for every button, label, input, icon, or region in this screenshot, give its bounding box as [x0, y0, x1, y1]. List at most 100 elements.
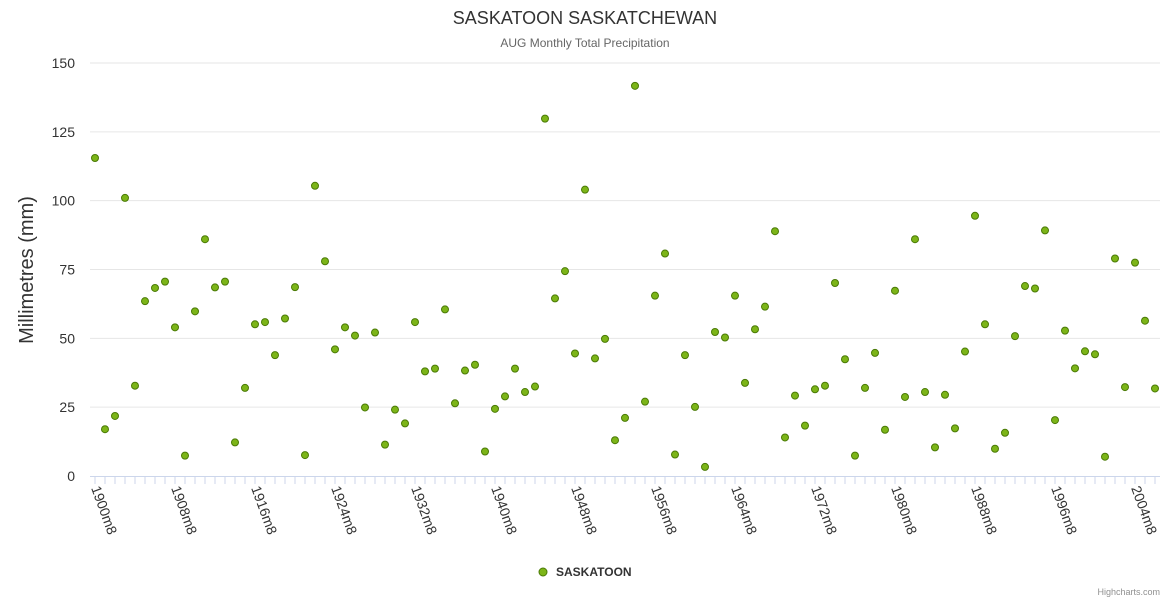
data-point[interactable]	[271, 351, 279, 360]
data-point[interactable]	[331, 345, 339, 354]
data-point[interactable]	[1131, 258, 1139, 267]
data-point[interactable]	[221, 277, 229, 286]
data-point[interactable]	[141, 297, 149, 306]
data-point[interactable]	[1041, 226, 1049, 235]
data-point[interactable]	[191, 307, 199, 316]
data-point[interactable]	[231, 438, 239, 447]
data-point[interactable]	[931, 443, 939, 452]
data-point[interactable]	[261, 318, 269, 327]
data-point[interactable]	[961, 347, 969, 356]
data-point[interactable]	[1071, 364, 1079, 373]
data-point[interactable]	[651, 291, 659, 300]
data-point[interactable]	[581, 185, 589, 194]
data-point[interactable]	[701, 462, 709, 471]
data-point[interactable]	[821, 381, 829, 390]
data-point[interactable]	[511, 364, 519, 373]
data-point[interactable]	[111, 411, 119, 420]
data-point[interactable]	[1111, 254, 1119, 263]
data-point[interactable]	[451, 399, 459, 408]
data-point[interactable]	[181, 451, 189, 460]
data-point[interactable]	[251, 320, 259, 329]
data-point[interactable]	[301, 451, 309, 460]
data-point[interactable]	[291, 283, 299, 292]
data-point[interactable]	[791, 391, 799, 400]
data-point[interactable]	[1061, 326, 1069, 335]
data-point[interactable]	[161, 277, 169, 286]
data-point[interactable]	[171, 323, 179, 332]
data-point[interactable]	[461, 366, 469, 375]
credits-link[interactable]: Highcharts.com	[1097, 587, 1160, 597]
data-point[interactable]	[211, 283, 219, 292]
legend-item-saskatoon[interactable]: SASKATOON	[538, 565, 632, 579]
data-point[interactable]	[551, 294, 559, 303]
data-point[interactable]	[981, 320, 989, 329]
data-point[interactable]	[241, 383, 249, 392]
data-point[interactable]	[901, 392, 909, 401]
data-point[interactable]	[771, 227, 779, 236]
data-point[interactable]	[921, 388, 929, 397]
data-point[interactable]	[91, 153, 99, 162]
data-point[interactable]	[361, 403, 369, 412]
data-point[interactable]	[691, 402, 699, 411]
data-point[interactable]	[1021, 282, 1029, 291]
data-point[interactable]	[1051, 416, 1059, 425]
data-point[interactable]	[1011, 332, 1019, 341]
data-point[interactable]	[101, 425, 109, 434]
data-point[interactable]	[1121, 383, 1129, 392]
data-point[interactable]	[621, 413, 629, 422]
data-point[interactable]	[341, 323, 349, 332]
data-point[interactable]	[501, 392, 509, 401]
data-point[interactable]	[681, 351, 689, 360]
data-point[interactable]	[751, 325, 759, 334]
data-point[interactable]	[491, 404, 499, 413]
data-point[interactable]	[1091, 350, 1099, 359]
data-point[interactable]	[641, 397, 649, 406]
data-point[interactable]	[1001, 428, 1009, 437]
data-point[interactable]	[391, 405, 399, 414]
data-point[interactable]	[151, 283, 159, 292]
data-point[interactable]	[201, 235, 209, 244]
data-point[interactable]	[1081, 347, 1089, 356]
data-point[interactable]	[711, 328, 719, 337]
data-point[interactable]	[131, 381, 139, 390]
data-point[interactable]	[841, 355, 849, 364]
data-point[interactable]	[911, 235, 919, 244]
data-point[interactable]	[401, 419, 409, 428]
data-point[interactable]	[571, 349, 579, 358]
data-point[interactable]	[761, 302, 769, 311]
data-point[interactable]	[831, 278, 839, 287]
data-point[interactable]	[851, 451, 859, 460]
data-point[interactable]	[121, 193, 129, 202]
data-point[interactable]	[811, 385, 819, 394]
data-point[interactable]	[741, 378, 749, 387]
data-point[interactable]	[431, 364, 439, 373]
data-point[interactable]	[531, 382, 539, 391]
data-point[interactable]	[561, 267, 569, 276]
data-point[interactable]	[611, 436, 619, 445]
data-point[interactable]	[951, 424, 959, 433]
data-point[interactable]	[1141, 316, 1149, 325]
data-point[interactable]	[991, 444, 999, 453]
data-point[interactable]	[601, 334, 609, 343]
data-point[interactable]	[941, 390, 949, 399]
data-point[interactable]	[871, 348, 879, 357]
data-point[interactable]	[471, 360, 479, 369]
data-point[interactable]	[1151, 384, 1159, 393]
data-point[interactable]	[521, 388, 529, 397]
data-point[interactable]	[371, 328, 379, 337]
data-point[interactable]	[1101, 452, 1109, 461]
data-point[interactable]	[731, 291, 739, 300]
data-point[interactable]	[781, 433, 789, 442]
data-point[interactable]	[881, 425, 889, 434]
data-point[interactable]	[861, 383, 869, 392]
data-point[interactable]	[801, 421, 809, 430]
data-point[interactable]	[591, 354, 599, 363]
data-point[interactable]	[281, 314, 289, 323]
data-point[interactable]	[311, 181, 319, 190]
data-point[interactable]	[1031, 284, 1039, 293]
data-point[interactable]	[541, 114, 549, 123]
data-point[interactable]	[381, 440, 389, 449]
data-point[interactable]	[631, 81, 639, 90]
data-point[interactable]	[971, 211, 979, 220]
data-point[interactable]	[721, 333, 729, 342]
